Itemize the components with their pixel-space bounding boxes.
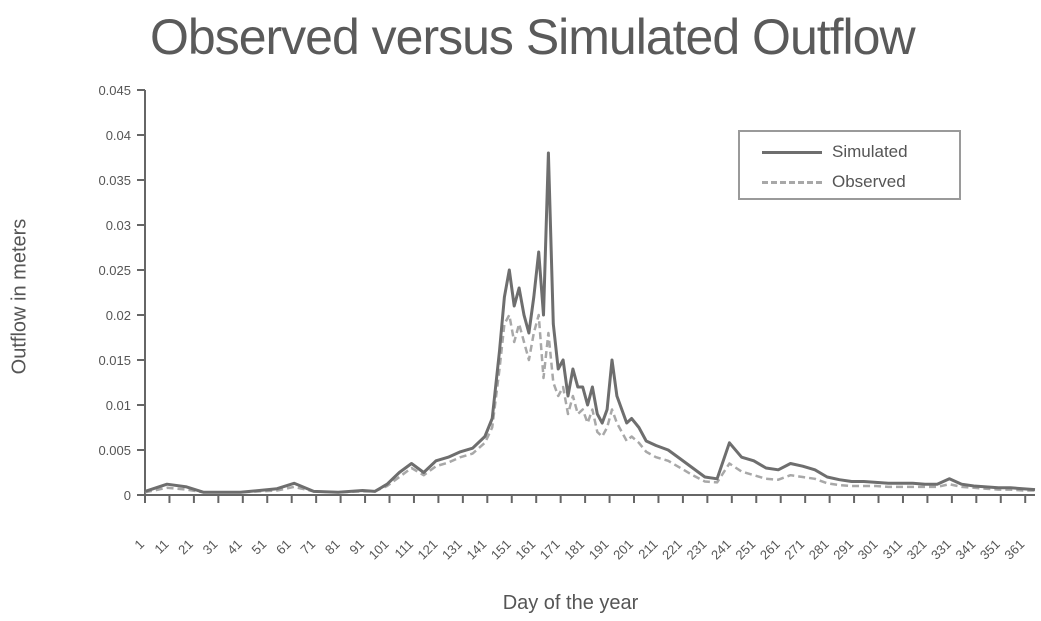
series-lines [144,151,1036,494]
x-tick-label: 251 [732,537,758,563]
y-tick-label: 0.035 [98,173,131,188]
x-tick-label: 211 [635,537,660,562]
x-tick-label: 121 [415,537,441,563]
y-tick-label: 0.04 [106,128,131,143]
legend-label-observed: Observed [832,172,906,191]
y-axis-label: Outflow in meters [8,218,31,375]
x-tick-label: 351 [977,537,1003,563]
x-tick-label: 231 [684,537,710,563]
y-tick-label: 0 [124,488,131,503]
y-tick-label: 0.005 [98,443,131,458]
x-tick-label: 1 [131,537,147,553]
y-tick-label: 0.045 [98,83,131,98]
x-tick-label: 241 [708,537,734,563]
x-tick-label: 31 [200,537,221,558]
series-line-simulated [144,151,1036,494]
y-tick-label: 0.03 [106,218,131,233]
x-tick-label: 191 [586,537,612,563]
y-tick-label: 0.02 [106,308,131,323]
x-tick-label: 181 [561,537,587,563]
x-axis-label: Day of the year [502,592,639,614]
chart-legend: Simulated Observed [738,130,961,200]
x-tick-label: 11 [151,537,171,557]
x-tick-label: 101 [366,537,392,563]
x-tick-label: 291 [830,537,856,563]
x-tick-label: 71 [297,537,318,558]
x-tick-label: 161 [512,537,538,563]
series-line-observed [144,313,1035,494]
y-axis-ticks: 0 0.005 0.01 0.015 0.02 0.025 0.03 0.035 0.04 0.0… [98,83,145,503]
y-tick-label: 0.015 [98,353,131,368]
x-tick-label: 91 [346,537,367,558]
legend-entry-simulated: Simulated [740,140,959,164]
x-tick-label: 221 [659,537,685,563]
x-tick-label: 151 [488,537,514,563]
x-tick-label: 131 [439,537,465,563]
legend-entry-observed: Observed [740,170,959,194]
x-tick-label: 341 [952,537,978,563]
x-tick-label: 81 [322,537,343,558]
x-tick-label: 271 [781,537,807,563]
x-tick-label: 201 [610,537,636,563]
legend-swatch-simulated [762,151,822,154]
x-tick-label: 281 [806,537,832,563]
x-tick-label: 261 [757,537,783,563]
legend-swatch-observed [762,181,822,184]
chart-title: Observed versus Simulated Outflow [150,9,916,65]
x-tick-label: 51 [249,537,270,558]
x-tick-label: 331 [928,537,954,563]
x-tick-label: 311 [880,537,905,562]
x-tick-label: 361 [1001,537,1027,563]
x-tick-label: 21 [175,537,196,558]
x-tick-label: 41 [224,537,245,558]
y-tick-label: 0.025 [98,263,131,278]
x-tick-label: 141 [463,537,489,563]
x-tick-label: 301 [855,537,881,563]
x-tick-label: 321 [904,537,930,563]
chart-axes [144,90,1035,496]
x-tick-label: 111 [391,537,416,562]
legend-label-simulated: Simulated [832,142,908,161]
x-tick-label: 171 [537,537,563,563]
x-tick-label: 61 [273,537,294,558]
y-tick-label: 0.01 [106,398,131,413]
